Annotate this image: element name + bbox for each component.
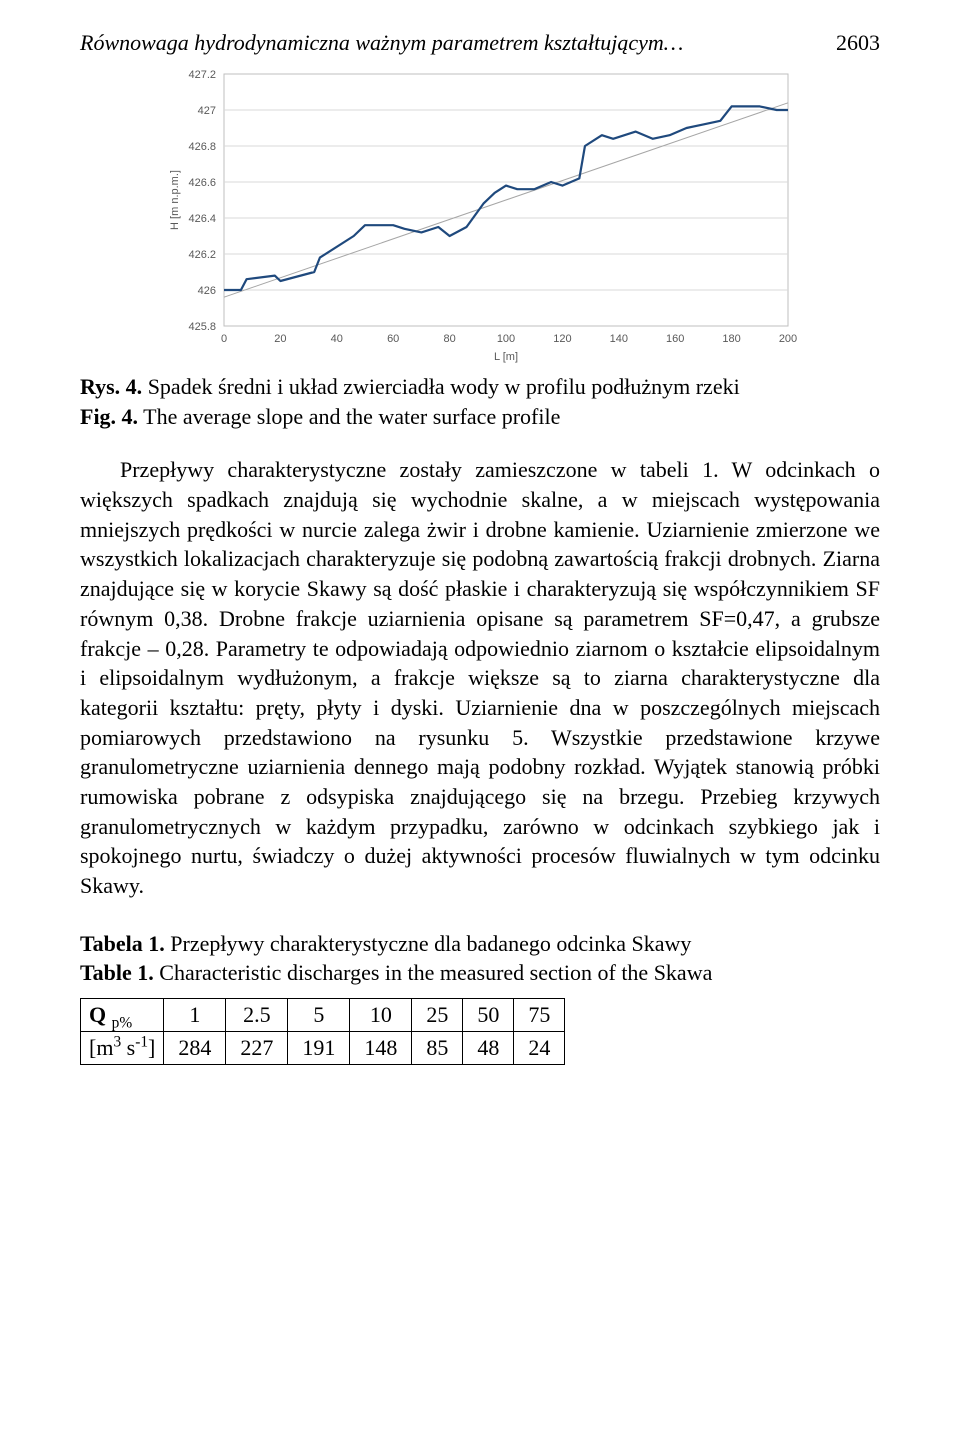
table-cell: 284	[164, 1032, 226, 1065]
tab-text-en: Characteristic discharges in the measure…	[159, 960, 712, 985]
svg-text:120: 120	[553, 333, 571, 345]
svg-text:L [m]: L [m]	[494, 351, 518, 363]
fig-label-en: Fig. 4.	[80, 404, 138, 429]
running-title: Równowaga hydrodynamiczna ważnym paramet…	[80, 30, 683, 56]
svg-text:H [m n.p.m.]: H [m n.p.m.]	[169, 170, 181, 230]
table-cell: 75	[514, 999, 565, 1032]
tab-label-en: Table 1.	[80, 960, 154, 985]
svg-text:160: 160	[666, 333, 684, 345]
table-cell: 148	[350, 1032, 412, 1065]
figure-4-caption: Rys. 4. Spadek średni i układ zwierciadł…	[80, 372, 880, 431]
svg-text:426.6: 426.6	[188, 177, 216, 189]
svg-text:20: 20	[274, 333, 286, 345]
table-row: Q p%12.5510255075	[81, 999, 565, 1032]
table-1-caption: Tabela 1. Przepływy charakterystyczne dl…	[80, 929, 880, 988]
row-label: [m3 s-1]	[81, 1032, 164, 1065]
table-cell: 50	[463, 999, 514, 1032]
svg-text:425.8: 425.8	[188, 321, 216, 333]
svg-text:140: 140	[610, 333, 628, 345]
table-cell: 10	[350, 999, 412, 1032]
table-cell: 1	[164, 999, 226, 1032]
tab-label-pl: Tabela 1.	[80, 931, 165, 956]
svg-text:0: 0	[221, 333, 227, 345]
table-cell: 2.5	[226, 999, 288, 1032]
svg-text:426.4: 426.4	[188, 213, 216, 225]
row-label: Q p%	[81, 999, 164, 1032]
fig-text-en: The average slope and the water surface …	[143, 404, 560, 429]
table-cell: 227	[226, 1032, 288, 1065]
table-cell: 24	[514, 1032, 565, 1065]
table-row: [m3 s-1]284227191148854824	[81, 1032, 565, 1065]
table-cell: 191	[288, 1032, 350, 1065]
svg-text:60: 60	[387, 333, 399, 345]
svg-text:426.2: 426.2	[188, 249, 216, 261]
running-header: Równowaga hydrodynamiczna ważnym paramet…	[80, 30, 880, 56]
svg-text:80: 80	[443, 333, 455, 345]
svg-text:426.8: 426.8	[188, 141, 216, 153]
table-cell: 5	[288, 999, 350, 1032]
figure-4-chart: 425.8 426 426.2 426.4 426.6 426.8 427 427.2 0 20 4…	[160, 66, 800, 366]
svg-text:200: 200	[779, 333, 797, 345]
paragraph-text: Przepływy charakterystyczne zostały zami…	[80, 457, 880, 898]
table-cell: 25	[412, 999, 463, 1032]
body-paragraph: Przepływy charakterystyczne zostały zami…	[80, 455, 880, 900]
table-cell: 48	[463, 1032, 514, 1065]
svg-text:427.2: 427.2	[188, 69, 216, 81]
svg-text:40: 40	[331, 333, 343, 345]
tab-text-pl: Przepływy charakterystyczne dla badanego…	[170, 931, 691, 956]
svg-text:426: 426	[198, 285, 216, 297]
svg-text:100: 100	[497, 333, 515, 345]
svg-text:427: 427	[198, 105, 216, 117]
fig-text-pl: Spadek średni i układ zwierciadła wody w…	[148, 374, 740, 399]
page-number: 2603	[836, 30, 880, 56]
svg-text:180: 180	[722, 333, 740, 345]
table-cell: 85	[412, 1032, 463, 1065]
table-1: Q p%12.5510255075[m3 s-1]284227191148854…	[80, 998, 565, 1065]
fig-label-pl: Rys. 4.	[80, 374, 142, 399]
